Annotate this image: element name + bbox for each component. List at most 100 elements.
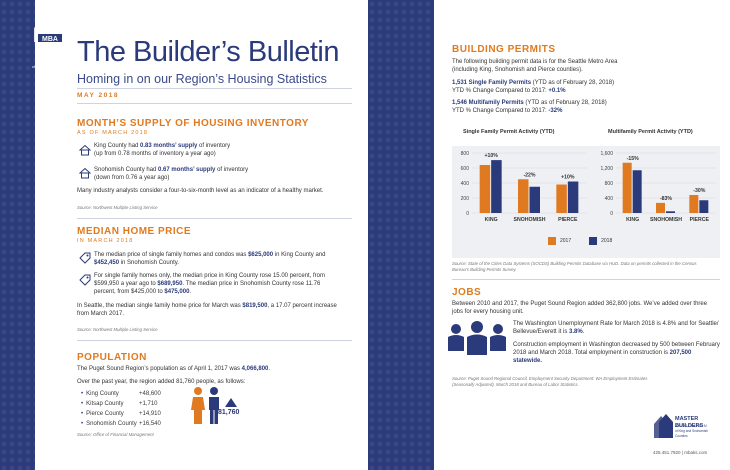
jobs-source: Source: Puget Sound Regional Council, Em… [452, 376, 648, 387]
house-icon [79, 167, 91, 179]
supply-note: Many industry analysts consider a four-t… [77, 188, 324, 194]
single-family-permits-text: 1,531 Single Family Permits (YTD as of F… [452, 80, 615, 94]
permits-divider [452, 279, 720, 280]
population-growth-total: 81,760 [218, 409, 240, 416]
permits-source: Source: State of the Cities Data Systems… [452, 261, 697, 272]
bar-2018-snohomish [666, 211, 675, 213]
bar-2017-king [622, 162, 632, 213]
single-family-price-text: For single family homes only, the median… [94, 273, 325, 295]
y-tick-label: 0 [466, 211, 469, 217]
jobs-heading: JOBS [452, 287, 482, 298]
x-tick-label: KING [485, 217, 498, 223]
mf-chart-title: Multifamily Permit Activity (YTD) [608, 129, 693, 135]
supply-source: Source: Northwest Multiple Listing Servi… [77, 205, 158, 210]
change-label: -15% [627, 156, 639, 162]
page-subtitle: Homing in on our Region’s Housing Statis… [77, 72, 327, 86]
x-tick-label: PIERCE [690, 217, 710, 223]
population-total-text: The Puget Sound Region’s population as o… [77, 366, 271, 372]
bar-2017-snohomish [518, 179, 529, 213]
issue-date: MAY 2018 [77, 92, 119, 99]
y-tick-label: 400 [461, 181, 470, 187]
price-tag-icon [79, 252, 91, 264]
workers-icon [448, 321, 506, 355]
population-row: King County+48,600 [81, 389, 169, 399]
snohomish-supply-text: Snohomish County had 0.67 months’ supply… [94, 167, 249, 181]
svg-text:MBA: MBA [42, 36, 58, 43]
logo-houses-icon: MBA [34, 16, 64, 43]
legend-swatch-2018 [589, 237, 598, 245]
change-label: -30% [693, 188, 705, 194]
date-divider [77, 103, 352, 104]
house-icon [79, 144, 91, 156]
mba-logo: MBA MASTER BUILDERS ASSOCIATION of King … [28, 14, 72, 73]
population-added-text: Over the past year, the region added 81,… [77, 379, 246, 385]
bar-2018-snohomish [529, 186, 540, 213]
supply-heading: MONTH’S SUPPLY OF HOUSING INVENTORY [77, 118, 309, 129]
logo-name: MASTER BUILDERS [36, 49, 64, 61]
footer-logo-region: of King and Snohomish Counties [675, 429, 708, 438]
y-tick-label: 1,200 [600, 166, 613, 172]
bar-2018-pierce [567, 181, 579, 213]
price-divider [77, 340, 352, 341]
y-tick-label: 800 [461, 151, 470, 157]
king-supply-text: King County had 0.83 months’ supply of i… [94, 143, 231, 157]
logo-region: of King and Snohomish Counties [31, 65, 69, 73]
left-pattern-band [0, 0, 35, 470]
bar-2018-king [491, 160, 502, 213]
sf-chart-title: Single Family Permit Activity (YTD) [463, 129, 555, 135]
multifamily-permits-text: 1,546 Multifamily Permits (YTD as of Feb… [452, 100, 607, 114]
footer-logo: MASTER BUILDERS ASSOCIATION of King and … [653, 412, 719, 448]
population-row: Kitsap County+1,710 [81, 399, 169, 409]
y-tick-label: 800 [605, 181, 614, 187]
up-arrow-icon [225, 398, 237, 407]
bar-2017-king [479, 165, 491, 213]
mf-permit-chart: 0 400 800 1,200 1,600 -15% KING -83% SNOHOMISH -3… [600, 151, 716, 223]
center-pattern-band [368, 0, 434, 470]
change-label: -83% [660, 196, 672, 202]
median-price-text: The median price of single family homes … [94, 252, 326, 266]
sf-permit-chart: 0 200 400 600 800 +10% KING -22% SNOHOMISH +10% PI… [461, 151, 587, 223]
bar-2017-pierce [556, 184, 567, 213]
permits-heading: BUILDING PERMITS [452, 44, 556, 55]
footer-logo-name: MASTER BUILDERS [675, 416, 704, 429]
price-source: Source: Northwest Multiple Listing Servi… [77, 327, 158, 332]
chart-legend: 2017 2018 [548, 237, 612, 245]
y-tick-label: 400 [605, 196, 614, 202]
price-asof: IN MARCH 2018 [77, 238, 134, 244]
price-tag-icon [79, 274, 91, 286]
construction-jobs-text: Construction employment in Washington de… [513, 342, 720, 364]
x-tick-label: PIERCE [558, 217, 578, 223]
price-heading: MEDIAN HOME PRICE [77, 226, 192, 237]
supply-asof: AS OF MARCH 2018 [77, 130, 149, 136]
population-row: Snohomish County+16,540 [81, 419, 169, 429]
population-source: Source: Office of Financial Management [77, 432, 154, 437]
y-tick-label: 200 [461, 196, 470, 202]
y-tick-label: 600 [461, 166, 470, 172]
logo-association: ASSOCIATION [38, 61, 62, 65]
footer-logo-association: ASSOCIATION [675, 424, 708, 428]
bar-2018-pierce [699, 200, 709, 213]
bar-2018-king [632, 170, 642, 213]
legend-swatch-2017 [548, 237, 556, 245]
change-label: +10% [484, 153, 498, 159]
page-title: The Builder’s Bulletin [77, 36, 339, 68]
bar-2017-snohomish [656, 202, 665, 213]
bar-2017-pierce [689, 195, 699, 213]
change-label: +10% [561, 175, 575, 181]
legend-label-2017: 2017 [560, 238, 572, 244]
x-tick-label: KING [626, 217, 639, 223]
population-table: King County+48,600 Kitsap County+1,710 P… [81, 389, 169, 429]
x-tick-label: SNOHOMISH [650, 217, 682, 223]
population-heading: POPULATION [77, 352, 147, 363]
jobs-intro: Between 2010 and 2017, the Puget Sound R… [452, 301, 708, 315]
seattle-price-text: In Seattle, the median single family hom… [77, 303, 337, 317]
contact-info: 425.451.7920 | mbaks.com [653, 450, 708, 455]
legend-label-2018: 2018 [601, 238, 613, 244]
footer-logo-mark-icon [654, 414, 673, 438]
unemployment-text: The Washington Unemployment Rate for Mar… [513, 321, 719, 335]
y-tick-label: 0 [610, 211, 613, 217]
header-divider [77, 88, 352, 89]
x-tick-label: SNOHOMISH [514, 217, 546, 223]
population-row: Pierce County+14,910 [81, 409, 169, 419]
